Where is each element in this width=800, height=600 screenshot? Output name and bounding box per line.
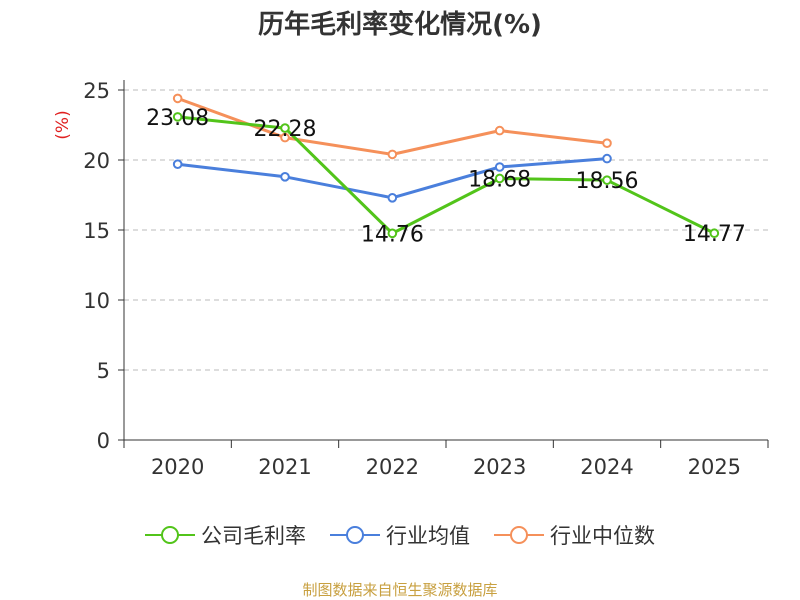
x-tick-label-0: 2020 [151, 455, 204, 479]
series-2-point-4 [602, 138, 612, 148]
data-label-5: 14.77 [683, 222, 746, 247]
series-1-point-0 [172, 159, 183, 169]
series-1-point-4 [602, 153, 612, 164]
series-line-2 [177, 96, 608, 156]
data-label-1: 22.28 [254, 117, 317, 142]
legend-item-company[interactable]: 公司毛利率 [145, 520, 306, 550]
data-label-3: 18.68 [468, 167, 531, 192]
chart-title: 历年毛利率变化情况(%) [258, 10, 542, 40]
legend-swatch-industry-median [494, 526, 544, 544]
series-1-point-2 [387, 193, 398, 203]
y-tick-label-3: 15 [83, 219, 110, 243]
legend-item-industry-mean[interactable]: 行业均值 [330, 520, 470, 550]
y-tick-label-2: 10 [83, 289, 110, 313]
series-2-point-0 [172, 93, 183, 104]
y-tick-label-0: 0 [97, 429, 110, 453]
x-tick-label-4: 2024 [580, 455, 633, 479]
y-tick-label-5: 25 [83, 79, 110, 103]
series-0-point-4 [602, 175, 612, 185]
series-0-point-5 [709, 228, 720, 239]
series-2-point-2 [387, 149, 398, 160]
x-tick-label-2: 2022 [366, 455, 419, 479]
legend-swatch-industry-mean [330, 526, 380, 544]
legend-item-industry-median[interactable]: 行业中位数 [494, 520, 655, 550]
legend-label-industry-mean: 行业均值 [386, 524, 470, 548]
y-tick-label-4: 20 [83, 149, 110, 173]
data-label-4: 18.56 [576, 169, 639, 194]
series-0-point-2 [387, 228, 398, 239]
legend: 公司毛利率 行业均值 行业中位数 [0, 520, 800, 550]
legend-label-company: 公司毛利率 [201, 524, 306, 548]
data-label-0: 23.08 [146, 106, 209, 131]
x-tick-label-3: 2023 [473, 455, 526, 479]
source-footnote: 制图数据来自恒生聚源数据库 [302, 581, 498, 599]
series-0-point-0 [172, 112, 183, 122]
series-0-point-1 [280, 123, 290, 133]
y-axis-label: (%) [53, 110, 73, 139]
series-1-point-1 [280, 172, 290, 182]
data-label-2: 14.76 [361, 222, 424, 247]
series-0-point-3 [494, 173, 505, 184]
series-2-point-1 [280, 132, 290, 143]
legend-label-industry-median: 行业中位数 [550, 524, 655, 548]
x-tick-label-1: 2021 [258, 455, 311, 479]
x-tick-label-5: 2025 [688, 455, 741, 479]
series-1-point-3 [494, 162, 505, 172]
y-tick-label-1: 5 [97, 359, 110, 383]
series-line-0 [177, 115, 715, 235]
legend-swatch-company [145, 526, 195, 544]
series-2-point-3 [494, 125, 505, 136]
